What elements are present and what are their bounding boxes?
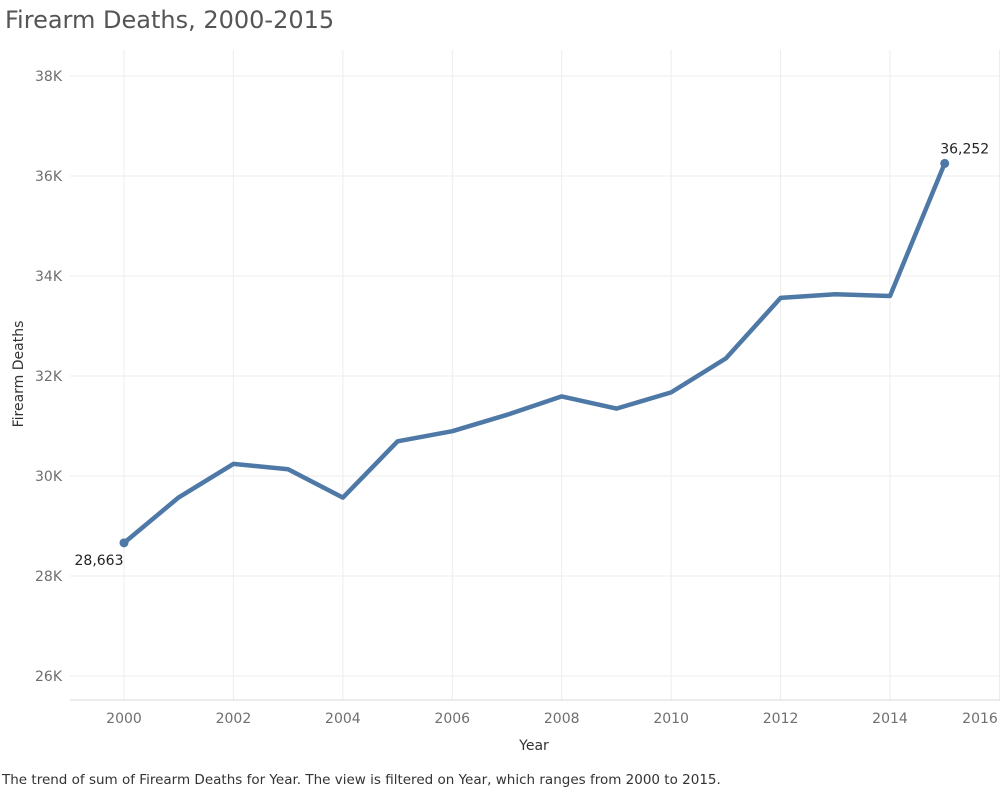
x-tick-label: 2012 bbox=[763, 711, 799, 727]
y-tick-label: 30K bbox=[35, 469, 63, 485]
chart-title: Firearm Deaths, 2000-2015 bbox=[5, 6, 335, 34]
data-labels: 28,663 36,252 bbox=[75, 141, 990, 568]
y-tick-label: 34K bbox=[35, 269, 63, 285]
x-axis-title: Year bbox=[518, 738, 549, 754]
chart-caption: The trend of sum of Firearm Deaths for Y… bbox=[2, 772, 721, 788]
series-line bbox=[121, 161, 947, 546]
x-tick-label: 2004 bbox=[325, 711, 361, 727]
x-tick-label: 2000 bbox=[106, 711, 142, 727]
data-point-marker bbox=[940, 158, 950, 168]
x-tick-label: 2016 bbox=[962, 711, 998, 727]
data-label: 28,663 bbox=[75, 553, 124, 569]
axes: 26K 28K 30K 32K 34K 36K 38K 2000 2002 2004 2006 200… bbox=[35, 69, 1000, 727]
x-tick-label: 2002 bbox=[216, 711, 252, 727]
series-layer bbox=[121, 161, 947, 546]
y-tick-label: 32K bbox=[35, 369, 63, 385]
x-tick-label: 2014 bbox=[872, 711, 908, 727]
x-tick-label: 2010 bbox=[653, 711, 689, 727]
y-axis-title: Firearm Deaths bbox=[11, 321, 27, 428]
y-tick-label: 26K bbox=[35, 669, 63, 685]
x-tick-label: 2006 bbox=[434, 711, 470, 727]
y-tick-label: 38K bbox=[35, 69, 63, 85]
data-label: 36,252 bbox=[940, 141, 989, 157]
data-point-marker bbox=[119, 538, 129, 548]
x-tick-label: 2008 bbox=[544, 711, 580, 727]
y-tick-label: 36K bbox=[35, 169, 63, 185]
gridlines bbox=[70, 50, 1000, 700]
line-chart: 26K 28K 30K 32K 34K 36K 38K 2000 2002 2004 2006 200… bbox=[11, 50, 1000, 754]
y-tick-label: 28K bbox=[35, 569, 63, 585]
